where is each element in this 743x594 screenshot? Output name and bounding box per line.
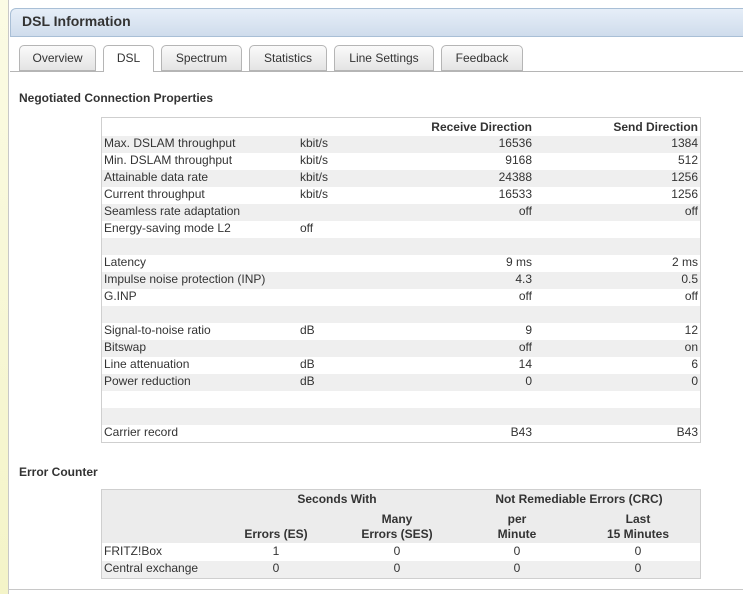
cell: Central exchange xyxy=(104,561,199,575)
side-strip xyxy=(0,0,8,594)
tab[interactable]: Spectrum xyxy=(161,45,242,71)
column-header: Receive Direction xyxy=(431,120,532,134)
cell: off xyxy=(518,204,532,218)
cell: 24388 xyxy=(498,170,532,184)
cell: 512 xyxy=(677,153,698,167)
column-header: Send Direction xyxy=(613,120,698,134)
cell: dB xyxy=(300,357,315,371)
cell: 0 xyxy=(513,561,521,575)
tab[interactable]: Line Settings xyxy=(334,45,434,71)
cell: off xyxy=(518,289,532,303)
page-title: DSL Information xyxy=(22,13,131,29)
cell: Power reduction xyxy=(104,374,191,388)
cell: B43 xyxy=(676,425,698,439)
cell: 14 xyxy=(518,357,532,371)
section-title: Error Counter xyxy=(19,465,98,479)
column-header: Last xyxy=(625,512,651,526)
cell: 1256 xyxy=(671,170,698,184)
cell: kbit/s xyxy=(300,136,329,150)
row-stripe xyxy=(102,340,700,357)
cell: B43 xyxy=(510,425,532,439)
row-stripe xyxy=(102,408,700,425)
cell: on xyxy=(684,340,698,354)
cell: off xyxy=(300,221,314,235)
column-header: Minute xyxy=(497,527,537,541)
cell: kbit/s xyxy=(300,187,329,201)
cell: 0.5 xyxy=(681,272,698,286)
cell: Bitswap xyxy=(104,340,147,354)
column-header: Many xyxy=(381,512,413,526)
cell: 0 xyxy=(525,374,532,388)
cell: Current throughput xyxy=(104,187,205,201)
cell: 0 xyxy=(634,561,642,575)
tab[interactable]: Feedback xyxy=(441,45,523,71)
cell: 1 xyxy=(272,544,280,558)
tab-baseline xyxy=(10,71,743,72)
panel-border xyxy=(8,0,9,594)
cell: Seamless rate adaptation xyxy=(104,204,241,218)
cell: FRITZ!Box xyxy=(104,544,163,558)
column-header: 15 Minutes xyxy=(606,527,669,541)
cell: 4.3 xyxy=(515,272,532,286)
row-stripe xyxy=(102,136,700,153)
cell: kbit/s xyxy=(300,170,329,184)
cell: G.INP xyxy=(104,289,137,303)
cell: 0 xyxy=(513,544,521,558)
cell: 0 xyxy=(393,561,401,575)
cell: Energy-saving mode L2 xyxy=(104,221,231,235)
cell: 0 xyxy=(272,561,280,575)
row-stripe xyxy=(102,238,700,255)
cell: kbit/s xyxy=(300,153,329,167)
row-stripe xyxy=(102,272,700,289)
cell: 6 xyxy=(691,357,698,371)
cell: Impulse noise protection (INP) xyxy=(104,272,266,286)
title-bar xyxy=(10,8,743,37)
group-header: Not Remediable Errors (CRC) xyxy=(495,492,663,506)
cell: off xyxy=(684,289,698,303)
cell: Attainable data rate xyxy=(104,170,209,184)
cell: 9 xyxy=(525,323,532,337)
group-header: Seconds With xyxy=(297,492,377,506)
section-title: Negotiated Connection Properties xyxy=(19,91,214,105)
tab[interactable]: Overview xyxy=(19,45,96,71)
cell: 12 xyxy=(684,323,698,337)
cell: 16536 xyxy=(498,136,532,150)
cell: off xyxy=(684,204,698,218)
cell: Max. DSLAM throughput xyxy=(104,136,236,150)
cell: 2 ms xyxy=(671,255,698,269)
column-header: Errors (SES) xyxy=(361,527,433,541)
column-header: Errors (ES) xyxy=(244,527,308,541)
cell: dB xyxy=(300,323,315,337)
cell: 9 ms xyxy=(505,255,532,269)
cell: 0 xyxy=(634,544,642,558)
row-stripe xyxy=(102,204,700,221)
cell: Line attenuation xyxy=(104,357,190,371)
row-stripe xyxy=(102,306,700,323)
cell: 16533 xyxy=(498,187,532,201)
row-stripe xyxy=(102,170,700,187)
cell: off xyxy=(518,340,532,354)
row-stripe xyxy=(102,374,700,391)
cell: 0 xyxy=(691,374,698,388)
column-header: per xyxy=(507,512,527,526)
cell: 0 xyxy=(393,544,401,558)
tab[interactable]: Statistics xyxy=(249,45,327,71)
cell: Carrier record xyxy=(104,425,179,439)
cell: 9168 xyxy=(505,153,532,167)
tab[interactable]: DSL xyxy=(103,45,154,72)
header-bg xyxy=(102,490,700,543)
cell: Latency xyxy=(104,255,147,269)
cell: 1384 xyxy=(671,136,698,150)
bottom-line xyxy=(8,589,743,590)
cell: dB xyxy=(300,374,315,388)
cell: 1256 xyxy=(671,187,698,201)
cell: Min. DSLAM throughput xyxy=(104,153,233,167)
row-stripe xyxy=(102,561,700,578)
cell: Signal-to-noise ratio xyxy=(104,323,211,337)
